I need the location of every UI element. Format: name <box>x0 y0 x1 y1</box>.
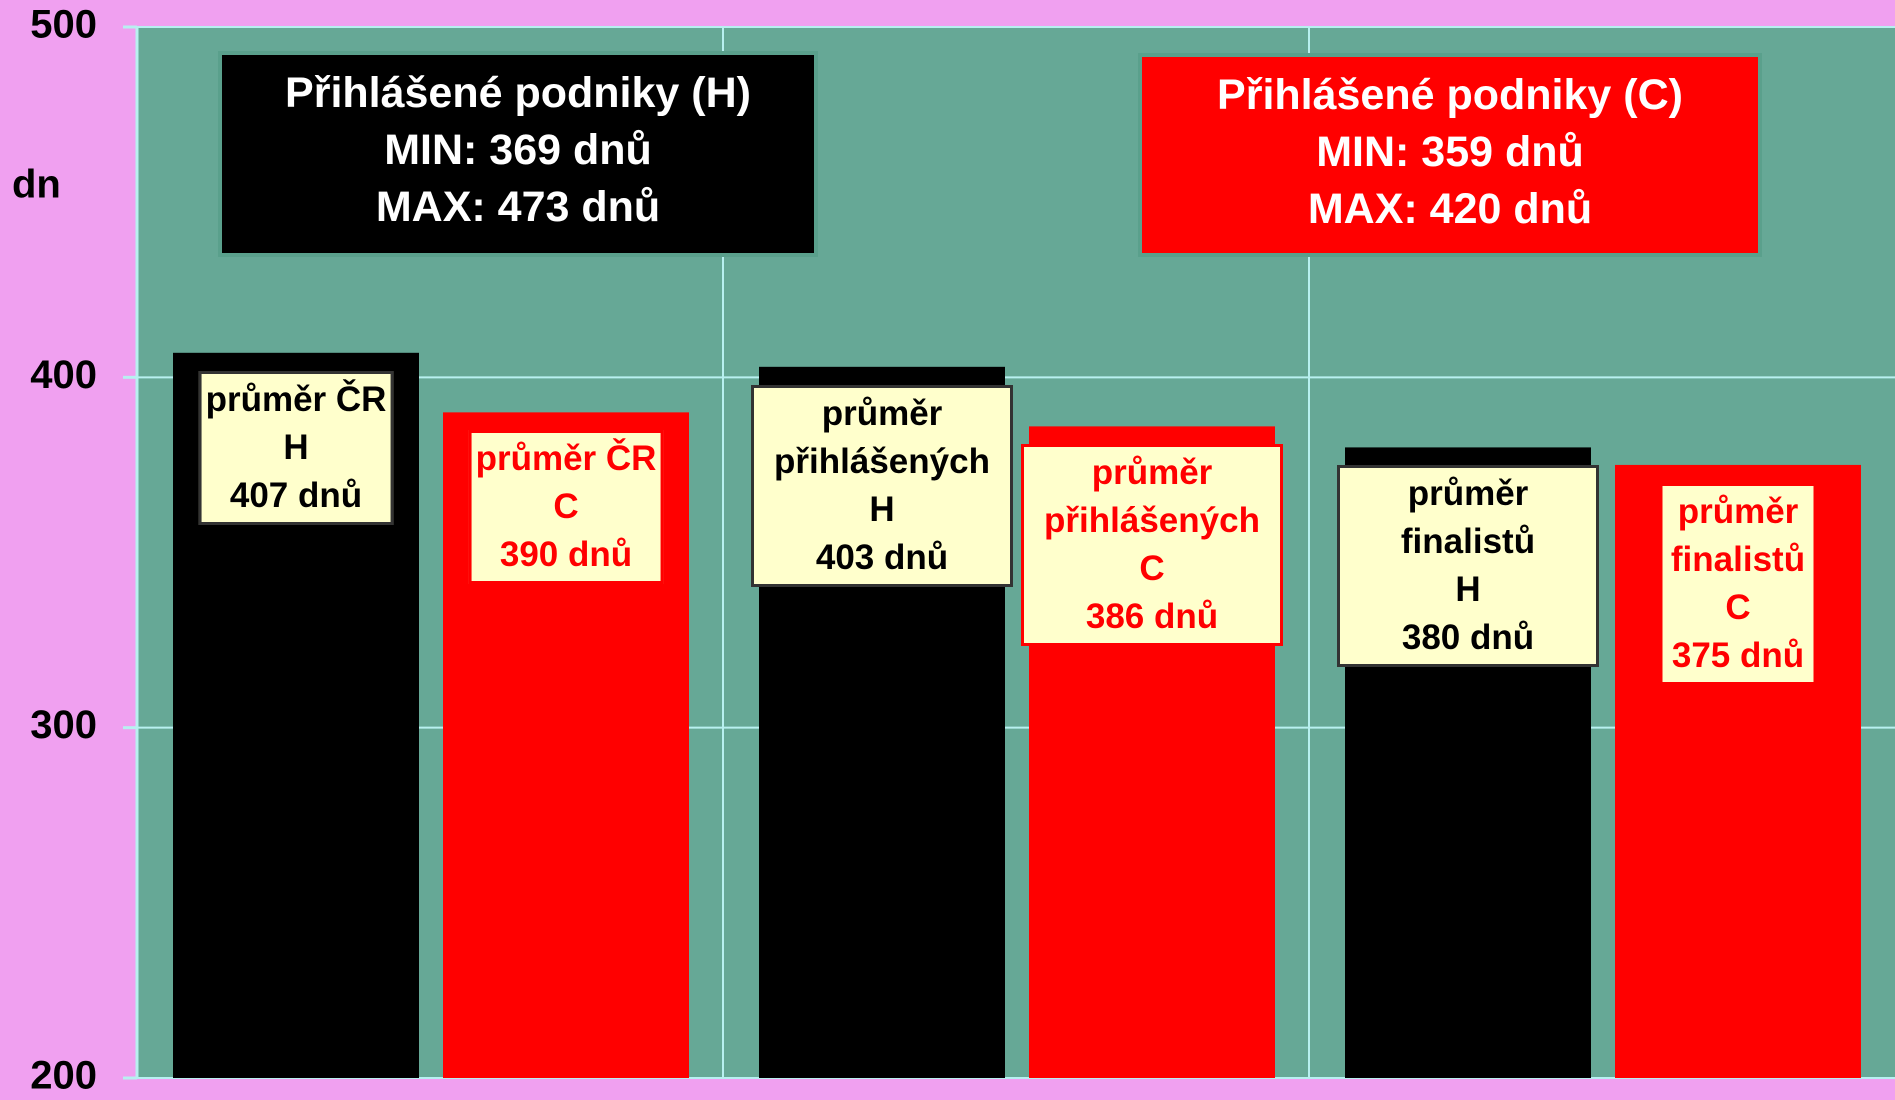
data-label-box: průměr finalistů H 380 dnů <box>1337 465 1599 668</box>
category-label: průměr ČR <box>205 379 387 419</box>
annotation-box: Přihlášené podniky (H) MIN: 369 dnů MAX: 4… <box>218 51 818 257</box>
category-label: průměr finalistů <box>1400 474 1536 562</box>
annotation-line: Přihlášené podniky (C) <box>1217 71 1683 119</box>
category-label: průměr přihlášených <box>1044 453 1260 541</box>
y-tick-label: 400 <box>30 353 97 397</box>
value-label: 407 dnů <box>229 475 363 515</box>
category-label: průměr ČR <box>475 439 657 479</box>
legend-label: C <box>553 487 579 527</box>
y-axis-label: dn <box>12 163 61 207</box>
y-tick-label: 200 <box>30 1054 97 1098</box>
legend-label: C <box>1725 587 1751 627</box>
value-label: 375 dnů <box>1671 635 1805 675</box>
legend-label: H <box>283 427 309 467</box>
y-tick-label: 300 <box>30 703 97 747</box>
y-tick-label: 500 <box>30 3 97 47</box>
annotation-line: MIN: 369 dnů <box>384 126 652 174</box>
value-label: 403 dnů <box>815 537 949 577</box>
annotation-box: Přihlášené podniky (C) MIN: 359 dnů MAX: 4… <box>1138 53 1762 257</box>
legend-label: H <box>1455 570 1481 610</box>
data-label-box: průměr ČR C 390 dnů <box>468 430 664 585</box>
legend-label: C <box>1139 549 1165 589</box>
annotation-line: MAX: 420 dnů <box>1307 185 1593 233</box>
annotation-line: MIN: 359 dnů <box>1316 128 1584 176</box>
data-label-box: průměr ČR H 407 dnů <box>198 370 394 525</box>
data-label-box: průměr finalistů C 375 dnů <box>1659 482 1817 685</box>
category-label: průměr přihlášených <box>774 393 990 481</box>
legend-label: H <box>869 489 895 529</box>
annotation-line: Přihlášené podniky (H) <box>285 69 751 117</box>
data-label-box: průměr přihlášených C 386 dnů <box>1021 444 1283 647</box>
annotation-line: MAX: 473 dnů <box>375 183 661 231</box>
category-label: průměr finalistů <box>1670 491 1806 579</box>
value-label: 386 dnů <box>1085 597 1219 637</box>
value-label: 390 dnů <box>499 535 633 575</box>
data-label-box: průměr přihlášených H 403 dnů <box>751 384 1013 587</box>
value-label: 380 dnů <box>1401 618 1535 658</box>
